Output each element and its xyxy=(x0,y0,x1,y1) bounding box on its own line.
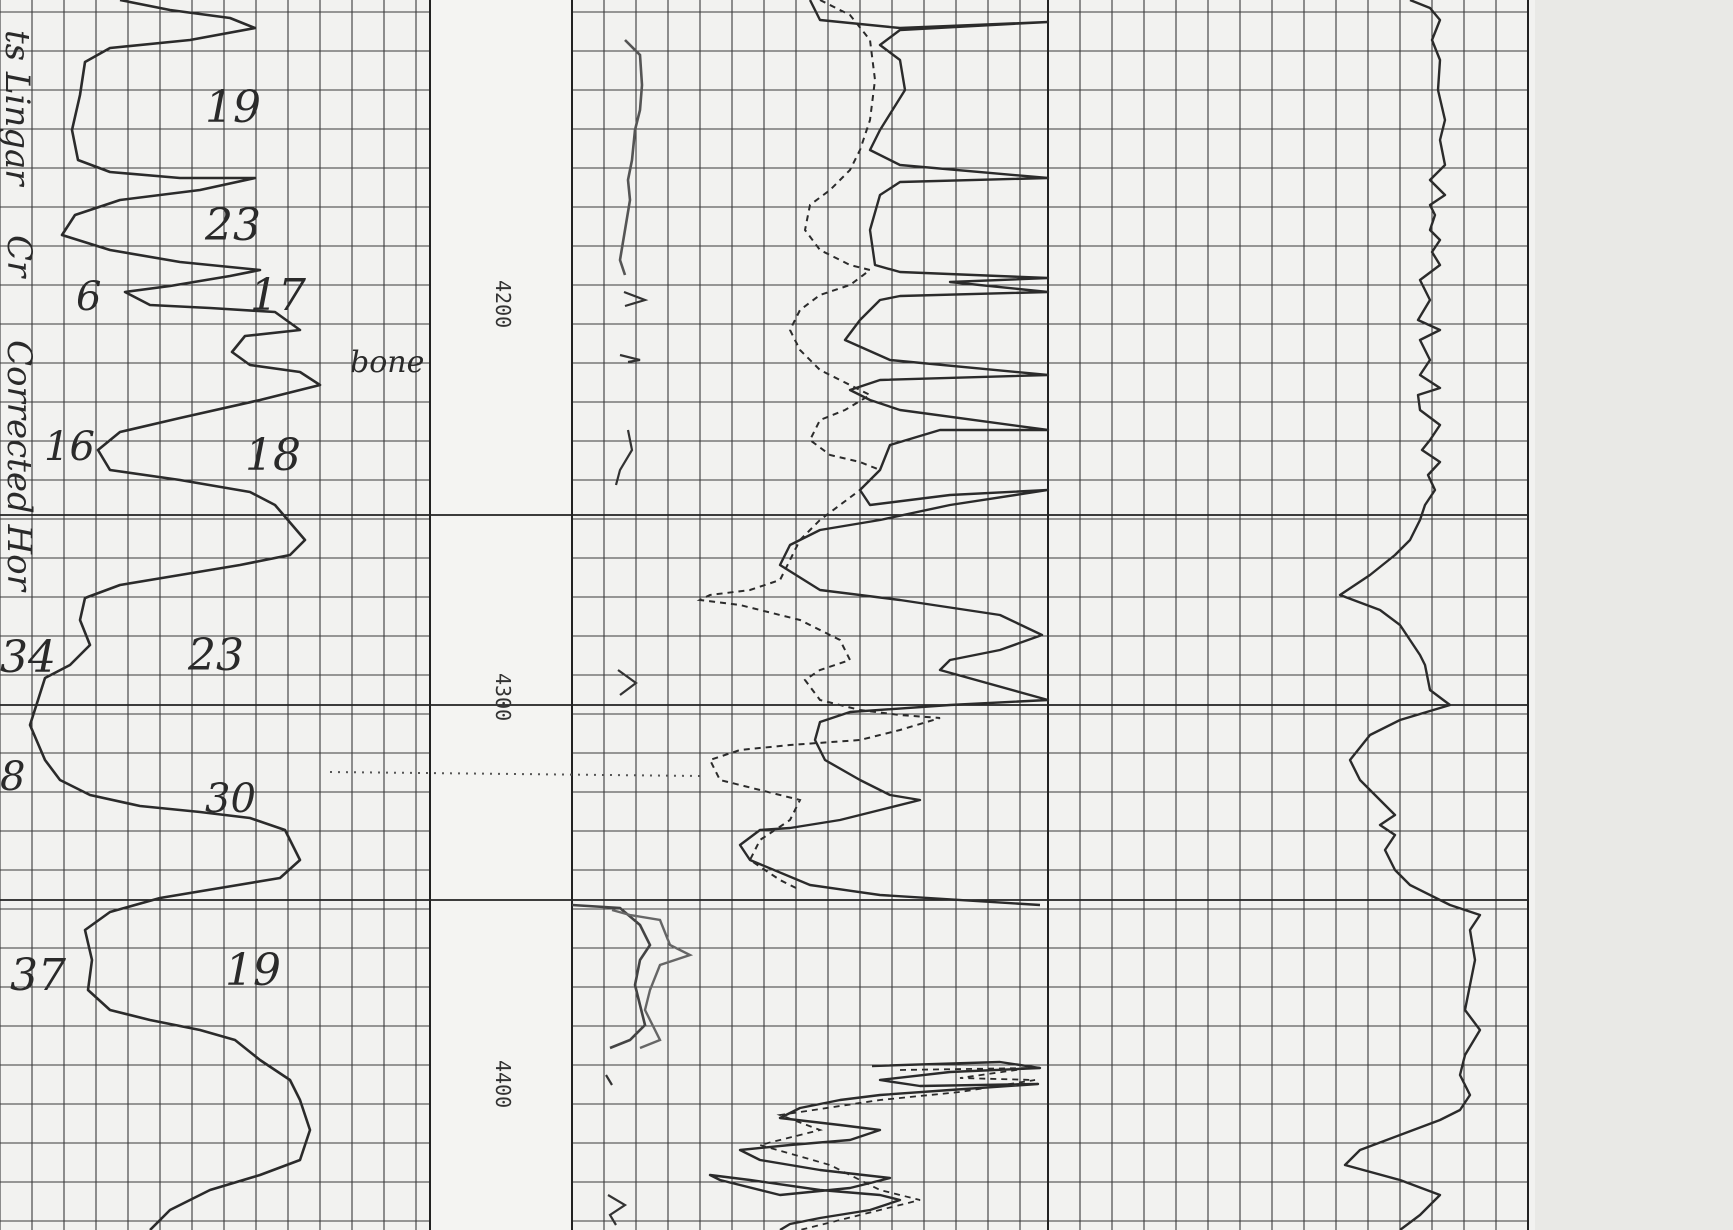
annotation-bone: bone xyxy=(350,345,424,380)
track-2-lower-dashed-curve xyxy=(756,1067,1036,1230)
left-value-2: 16 xyxy=(44,424,95,470)
left-value-3: 34 xyxy=(0,632,56,683)
track-2-micro-curve-lower-a xyxy=(571,903,652,1050)
left-value-1: 6 xyxy=(76,274,101,320)
grid-track-2 xyxy=(571,0,1048,1230)
center-depth-column xyxy=(430,0,572,1230)
depth-label-4400: 4400 xyxy=(491,1060,515,1108)
grid-track-3 xyxy=(1047,0,1529,1230)
side-text-lower: Corrected Hor xyxy=(0,340,39,593)
right-value-1: 19 xyxy=(205,82,261,133)
right-value-5: 23 xyxy=(187,630,244,681)
track-2-micro-curve-lower-b xyxy=(611,908,694,1050)
grid-track-1 xyxy=(0,0,430,1230)
right-value-4: 18 xyxy=(245,430,301,481)
right-margin-paper xyxy=(1535,0,1733,1230)
right-value-7: 19 xyxy=(225,945,281,996)
right-value-6: 30 xyxy=(205,776,256,822)
track-3-log-curve xyxy=(1338,0,1482,1230)
left-value-4: 8 xyxy=(0,754,25,800)
right-value-2: 23 xyxy=(204,200,261,251)
track-2-micro-curve-upper xyxy=(618,39,644,276)
track-1-log-curve xyxy=(28,0,322,1230)
depth-label-4300: 4300 xyxy=(491,673,515,721)
pencil-dotted-marker xyxy=(329,771,701,777)
right-value-3: 17 xyxy=(250,270,306,321)
depth-label-4200: 4200 xyxy=(491,280,515,328)
side-text-top: ts Lingar xyxy=(0,30,37,187)
track-2-micro-ticks-lower xyxy=(605,1074,628,1226)
side-text-mid: Cr xyxy=(0,235,39,279)
track-2-micro-ticks xyxy=(614,290,649,696)
track-2-lower-curve xyxy=(708,1060,1042,1230)
left-value-5: 37 xyxy=(10,950,66,1001)
